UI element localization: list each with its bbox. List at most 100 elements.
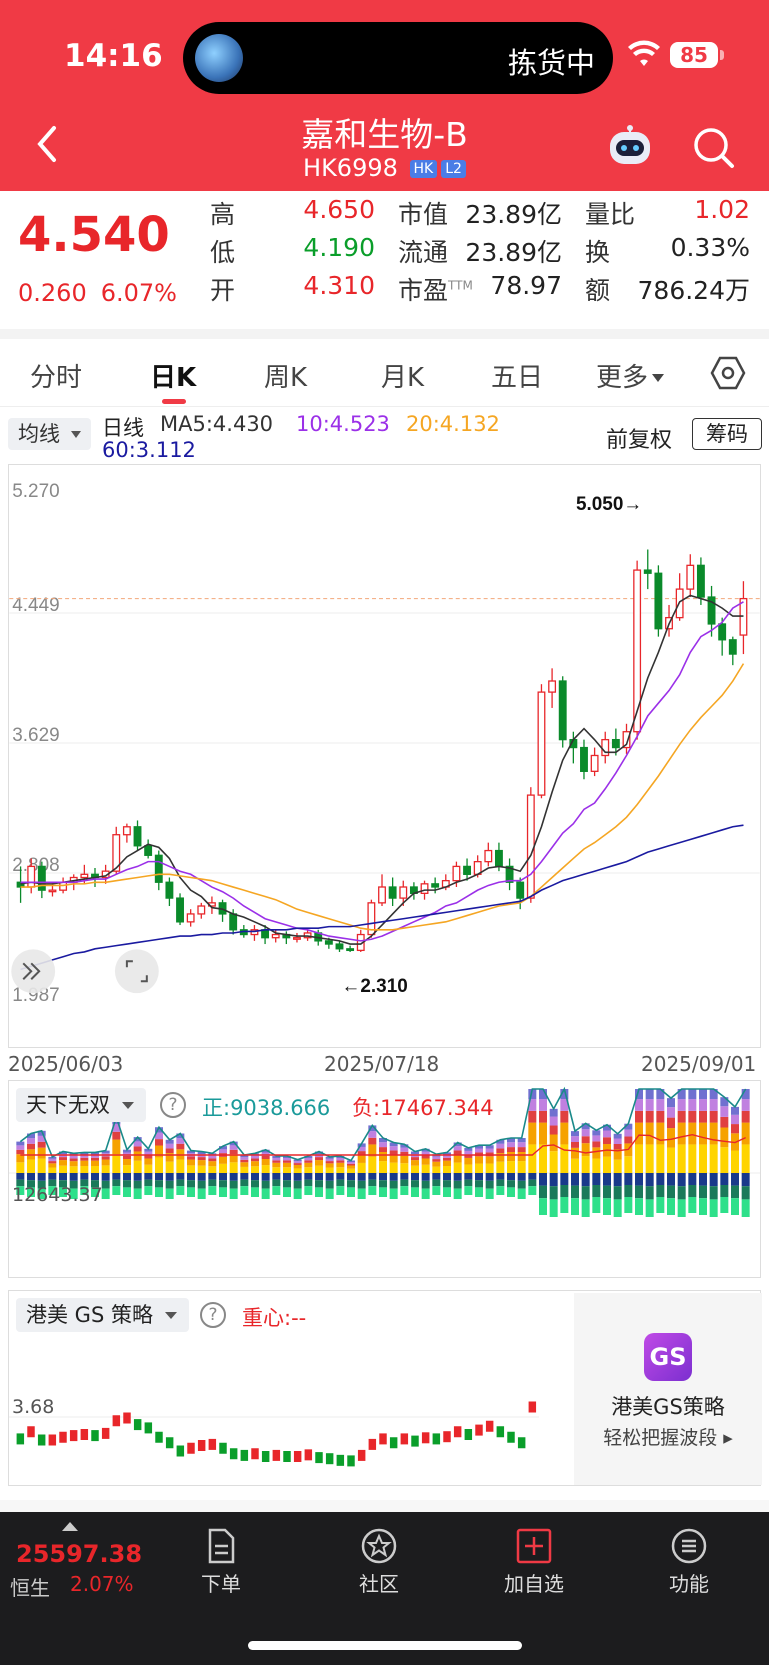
outflow-segment xyxy=(144,1179,153,1187)
inflow-segment xyxy=(336,1167,345,1173)
strategy-block xyxy=(176,1445,185,1457)
expand-up-icon[interactable] xyxy=(62,1522,78,1531)
inflow-segment xyxy=(208,1166,217,1173)
index-value[interactable]: 25597.38 xyxy=(16,1540,143,1568)
inflow-segment xyxy=(592,1141,601,1148)
inflow-segment xyxy=(293,1168,302,1173)
strategy-block xyxy=(48,1434,57,1446)
inflow-segment xyxy=(507,1161,515,1173)
inflow-segment xyxy=(91,1165,99,1173)
outflow-segment xyxy=(272,1173,281,1180)
inflow-segment xyxy=(187,1165,195,1173)
back-icon[interactable] xyxy=(30,120,70,168)
candle-body xyxy=(27,865,36,888)
outflow-segment xyxy=(688,1173,697,1185)
tab-more[interactable]: 更多 xyxy=(596,357,665,394)
assistant-robot-icon[interactable] xyxy=(604,122,656,170)
line-type-label: 日线 xyxy=(102,416,144,440)
outflow-segment xyxy=(411,1173,419,1181)
functions-button[interactable]: 功能 xyxy=(644,1522,734,1597)
outflow-segment xyxy=(187,1173,195,1181)
candle-body xyxy=(378,886,386,904)
outflow-segment xyxy=(709,1199,718,1217)
inflow-segment xyxy=(144,1148,153,1152)
inflow-segment xyxy=(528,1110,537,1123)
order-button[interactable]: 下单 xyxy=(176,1522,266,1597)
collapse-button[interactable] xyxy=(11,949,56,994)
community-button[interactable]: 社区 xyxy=(334,1522,424,1597)
inflow-segment xyxy=(464,1147,473,1151)
level-tag: L2 xyxy=(441,160,466,178)
stock-code-line: HK6998 HK L2 xyxy=(0,154,769,182)
outflow-segment xyxy=(635,1173,643,1186)
outflow-segment xyxy=(229,1173,238,1181)
community-label: 社区 xyxy=(359,1572,399,1596)
tab-five-day[interactable]: 五日 xyxy=(491,363,544,393)
outflow-segment xyxy=(539,1198,547,1215)
outflow-segment xyxy=(571,1173,579,1186)
indicator-2-level-label: 3.68 xyxy=(12,1396,55,1418)
wifi-icon xyxy=(628,40,660,66)
indicator-2-selector[interactable]: 港美 GS 策略 xyxy=(16,1298,189,1332)
strategy-block xyxy=(432,1433,441,1445)
dynamic-island[interactable]: 拣货中 xyxy=(183,22,613,94)
inflow-segment xyxy=(197,1157,206,1161)
adjust-toggle[interactable]: 前复权 xyxy=(606,428,673,453)
candle-body xyxy=(186,913,195,923)
outflow-segment xyxy=(251,1173,259,1181)
ma-selector[interactable]: 均线 xyxy=(8,418,91,450)
inflow-segment xyxy=(613,1138,622,1144)
candle-body xyxy=(728,639,737,655)
high-annotation: 5.050→ xyxy=(576,494,642,515)
gs-strategy-promo[interactable]: GS 港美GS策略 轻松把握波段 ▸ xyxy=(574,1293,762,1485)
outflow-segment xyxy=(27,1180,35,1188)
inflow-segment xyxy=(272,1162,281,1168)
inflow-segment xyxy=(731,1114,739,1125)
indicator-1-selector[interactable]: 天下无双 xyxy=(16,1088,146,1122)
inflow-segment xyxy=(453,1142,462,1147)
inflow-segment xyxy=(635,1122,643,1145)
outflow-segment xyxy=(411,1180,419,1188)
chip-distribution-button[interactable]: 筹码 xyxy=(692,418,762,450)
outflow-segment xyxy=(251,1180,259,1188)
outflow-segment xyxy=(656,1185,665,1197)
search-icon[interactable] xyxy=(692,126,736,170)
help-icon[interactable]: ? xyxy=(200,1302,226,1328)
active-tab-indicator xyxy=(162,399,186,404)
home-indicator[interactable] xyxy=(248,1641,522,1650)
outflow-segment xyxy=(155,1173,163,1181)
gs-promo-subtitle: 轻松把握波段 ▸ xyxy=(603,1427,733,1449)
quote-panel: 4.540 0.260 6.07% 高 4.650 市值 23.89亿 量比 1.02 低 4.… xyxy=(0,191,769,329)
tab-weekly[interactable]: 周K xyxy=(264,363,308,393)
inflow-segment xyxy=(667,1117,675,1129)
inflow-segment xyxy=(368,1144,377,1157)
strategy-block xyxy=(240,1449,249,1461)
help-icon[interactable]: ? xyxy=(160,1092,186,1118)
outflow-segment xyxy=(389,1173,398,1181)
inflow-segment xyxy=(539,1122,547,1145)
tab-daily[interactable]: 日K xyxy=(150,363,197,393)
strategy-block xyxy=(389,1437,398,1449)
inflow-segment xyxy=(464,1150,473,1155)
inflow-segment xyxy=(443,1152,451,1155)
inflow-segment xyxy=(123,1152,131,1156)
add-watchlist-button[interactable]: 加自选 xyxy=(489,1522,579,1597)
inflow-segment xyxy=(123,1149,131,1153)
inflow-segment xyxy=(624,1136,633,1144)
tab-monthly[interactable]: 月K xyxy=(381,363,425,393)
inflow-segment xyxy=(549,1116,558,1126)
inflow-segment xyxy=(229,1154,238,1163)
inflow-segment xyxy=(443,1154,451,1158)
tab-intraday[interactable]: 分时 xyxy=(30,363,83,393)
outflow-segment xyxy=(443,1187,451,1197)
candle-body xyxy=(154,854,163,883)
inflow-segment xyxy=(165,1148,174,1154)
strategy-block xyxy=(187,1442,195,1454)
settings-hexagon-icon[interactable] xyxy=(710,355,746,391)
outflow-segment xyxy=(592,1173,601,1185)
inflow-segment xyxy=(123,1155,131,1160)
inflow-segment xyxy=(645,1099,654,1111)
strategy-block xyxy=(315,1452,323,1464)
fullscreen-button[interactable] xyxy=(114,949,159,994)
